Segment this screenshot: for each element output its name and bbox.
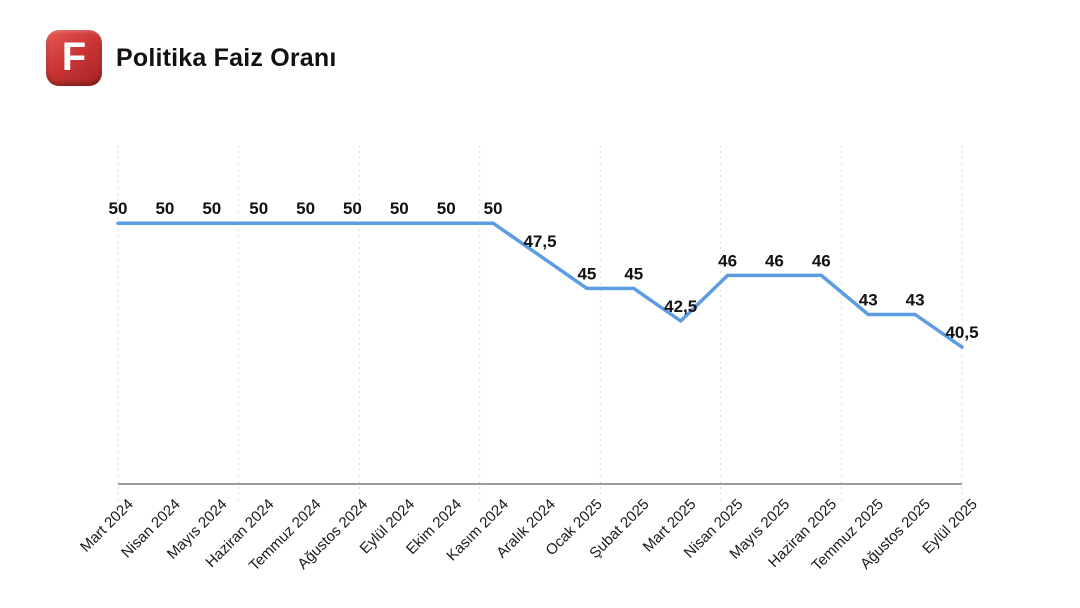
point-label: 47,5 — [523, 232, 556, 251]
point-label: 43 — [906, 291, 925, 310]
point-label: 40,5 — [945, 323, 978, 342]
point-label: 50 — [390, 199, 409, 218]
point-label: 50 — [343, 199, 362, 218]
series-line — [116, 221, 964, 349]
point-label: 45 — [624, 264, 643, 283]
point-label: 50 — [484, 199, 503, 218]
point-label: 50 — [202, 199, 221, 218]
point-labels: 50 50 50 50 50 50 50 50 50 47,5 45 45 42,5 46 46 46 43 43… — [109, 199, 979, 342]
point-label: 46 — [718, 251, 737, 270]
point-label: 43 — [859, 291, 878, 310]
page-title: Politika Faiz Oranı — [116, 43, 337, 72]
point-label: 50 — [437, 199, 456, 218]
point-label: 42,5 — [664, 297, 697, 316]
logo-letter: F — [61, 35, 87, 79]
point-label: 50 — [155, 199, 174, 218]
point-label: 50 — [249, 199, 268, 218]
header: F Politika Faiz Oranı — [46, 30, 337, 86]
point-label: 46 — [812, 251, 831, 270]
logo-f-icon: F — [46, 30, 102, 86]
point-label: 50 — [296, 199, 315, 218]
point-label: 50 — [109, 199, 128, 218]
point-label: 45 — [577, 264, 596, 283]
point-label: 46 — [765, 251, 784, 270]
x-gridlines — [117, 145, 963, 502]
